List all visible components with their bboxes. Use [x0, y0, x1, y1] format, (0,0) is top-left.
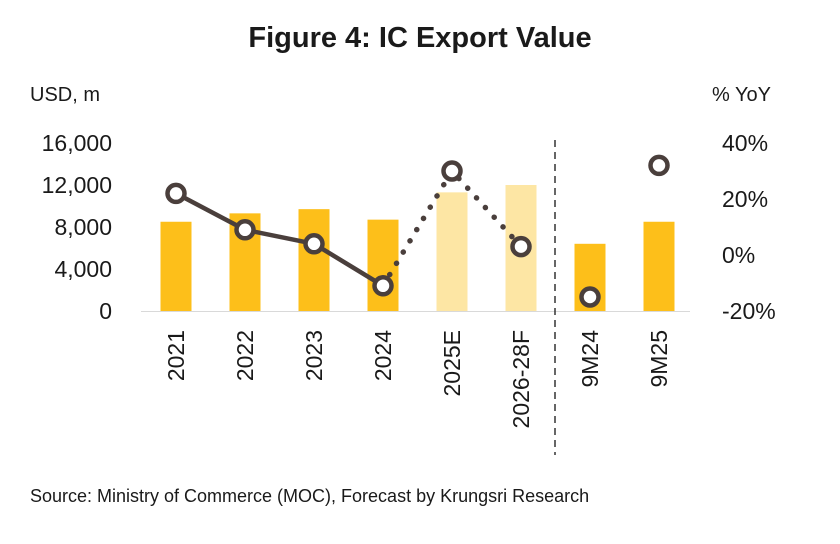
yoy-marker-9M25	[648, 154, 670, 177]
yoy-marker-2025E	[441, 160, 463, 182]
left-tick-label: 12,000	[42, 172, 112, 198]
category-label-2025E: 2025E	[439, 330, 465, 397]
yoy-line-solid-segment	[173, 191, 386, 289]
source-note: Source: Ministry of Commerce (MOC), Fore…	[30, 486, 590, 506]
tick-label-layer: 0 4,000 8,000 12,000 16,000 -20% 0% 20% 40% 2021 2…	[42, 130, 776, 428]
yoy-marker-2023	[303, 233, 325, 255]
right-tick-label: 20%	[722, 186, 768, 212]
left-axis-unit-label: USD, m	[30, 84, 100, 106]
left-tick-label: 0	[99, 298, 112, 324]
right-axis-unit-label: % YoY	[712, 84, 771, 106]
right-tick-label: 40%	[722, 130, 768, 156]
bar-2025E	[436, 192, 468, 311]
right-tick-label: 0%	[722, 242, 755, 268]
yoy-marker-2026-28F	[510, 235, 532, 258]
category-label-2022: 2022	[232, 330, 258, 381]
yoy-marker-2021	[165, 182, 187, 205]
bar-9M25	[643, 221, 675, 311]
yoy-line-layer	[173, 168, 524, 289]
yoy-marker-layer	[165, 154, 670, 308]
bar-2024	[367, 219, 399, 311]
category-label-2024: 2024	[370, 330, 396, 381]
right-tick-label: -20%	[722, 298, 776, 324]
category-label-2021: 2021	[163, 330, 189, 381]
axis-layer	[141, 140, 690, 455]
category-label-2023: 2023	[301, 330, 327, 381]
left-tick-label: 16,000	[42, 130, 112, 156]
category-label-2026-28F: 2026-28F	[508, 330, 534, 428]
bar-2023	[298, 209, 330, 311]
bar-2021	[160, 221, 192, 311]
left-tick-label: 8,000	[54, 214, 112, 240]
category-label-9M24: 9M24	[577, 330, 603, 388]
category-label-9M25: 9M25	[646, 330, 672, 388]
yoy-marker-2024	[372, 275, 394, 297]
yoy-marker-9M24	[579, 286, 601, 308]
left-tick-label: 4,000	[54, 256, 112, 282]
chart-title: Figure 4: IC Export Value	[248, 22, 592, 54]
yoy-marker-2022	[234, 219, 256, 241]
